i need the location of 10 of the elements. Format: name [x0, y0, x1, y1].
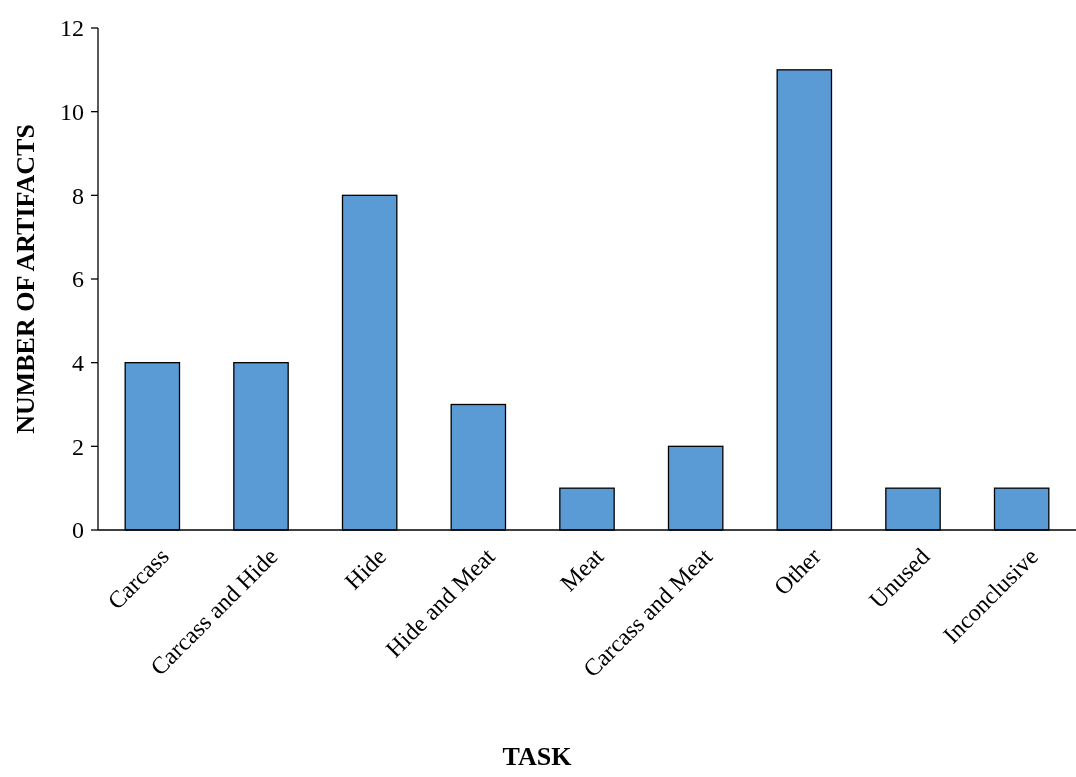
y-tick-label: 12: [60, 15, 84, 42]
y-tick-label: 0: [72, 517, 84, 544]
x-axis-title: TASK: [502, 742, 573, 771]
y-tick-label: 6: [72, 266, 84, 293]
x-tick-label: Hide: [339, 543, 392, 595]
y-tick-label: 10: [60, 99, 84, 126]
y-tick-label: 4: [72, 350, 84, 377]
y-axis-title: NUMBER OF ARTIFACTS: [11, 124, 40, 434]
y-tick-label: 8: [72, 182, 84, 209]
y-tick-label: 2: [72, 433, 84, 460]
